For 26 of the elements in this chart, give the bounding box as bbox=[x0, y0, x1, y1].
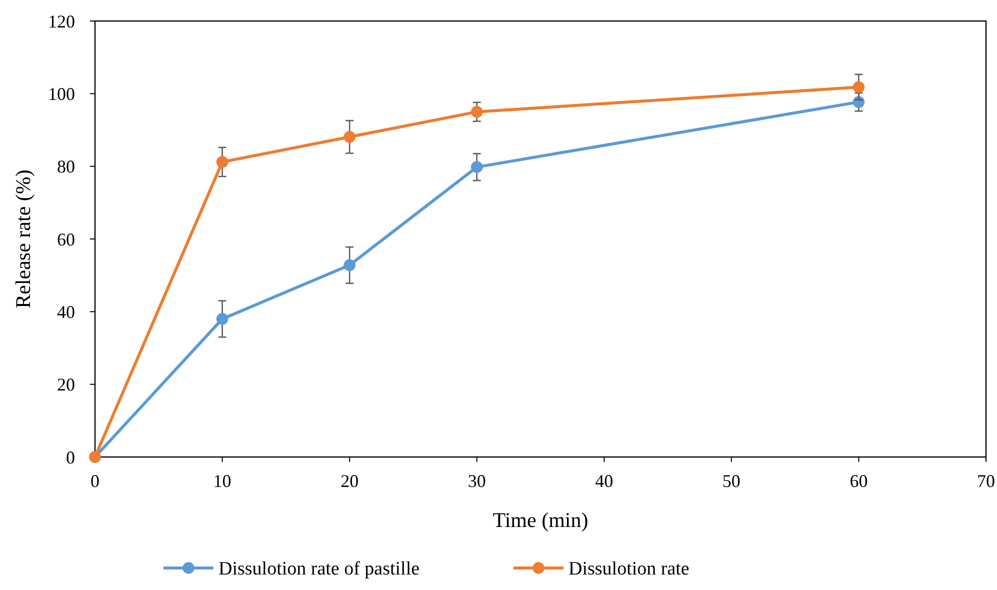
x-tick-label: 30 bbox=[468, 471, 486, 491]
x-tick-label: 20 bbox=[340, 471, 359, 491]
x-tick-label: 70 bbox=[977, 471, 995, 491]
y-axis-title: Release rate (%) bbox=[11, 170, 35, 308]
point bbox=[470, 161, 483, 173]
y-tick-label: 80 bbox=[57, 156, 75, 177]
y-tick-label: 0 bbox=[66, 447, 75, 468]
x-tick-label: 50 bbox=[722, 471, 740, 491]
x-tick-label: 10 bbox=[213, 471, 232, 491]
point bbox=[344, 259, 356, 272]
y-tick-label: 40 bbox=[57, 302, 75, 322]
y-tick-label: 100 bbox=[48, 84, 75, 104]
y-tick-label: 20 bbox=[57, 374, 75, 395]
point bbox=[216, 313, 228, 325]
point bbox=[852, 81, 865, 94]
x-tick-label: 40 bbox=[595, 471, 614, 491]
legend-label: Dissulotion rate bbox=[568, 558, 690, 580]
point bbox=[344, 131, 356, 143]
legend-label: Dissulotion rate of pastille bbox=[218, 558, 420, 580]
point bbox=[216, 156, 228, 168]
y-tick-label: 120 bbox=[48, 11, 75, 32]
x-tick-label: 60 bbox=[850, 471, 868, 491]
x-axis-title: Time (min) bbox=[492, 508, 588, 532]
y-tick-label: 60 bbox=[57, 229, 75, 250]
point bbox=[470, 106, 483, 118]
x-tick-label: 0 bbox=[90, 471, 100, 491]
